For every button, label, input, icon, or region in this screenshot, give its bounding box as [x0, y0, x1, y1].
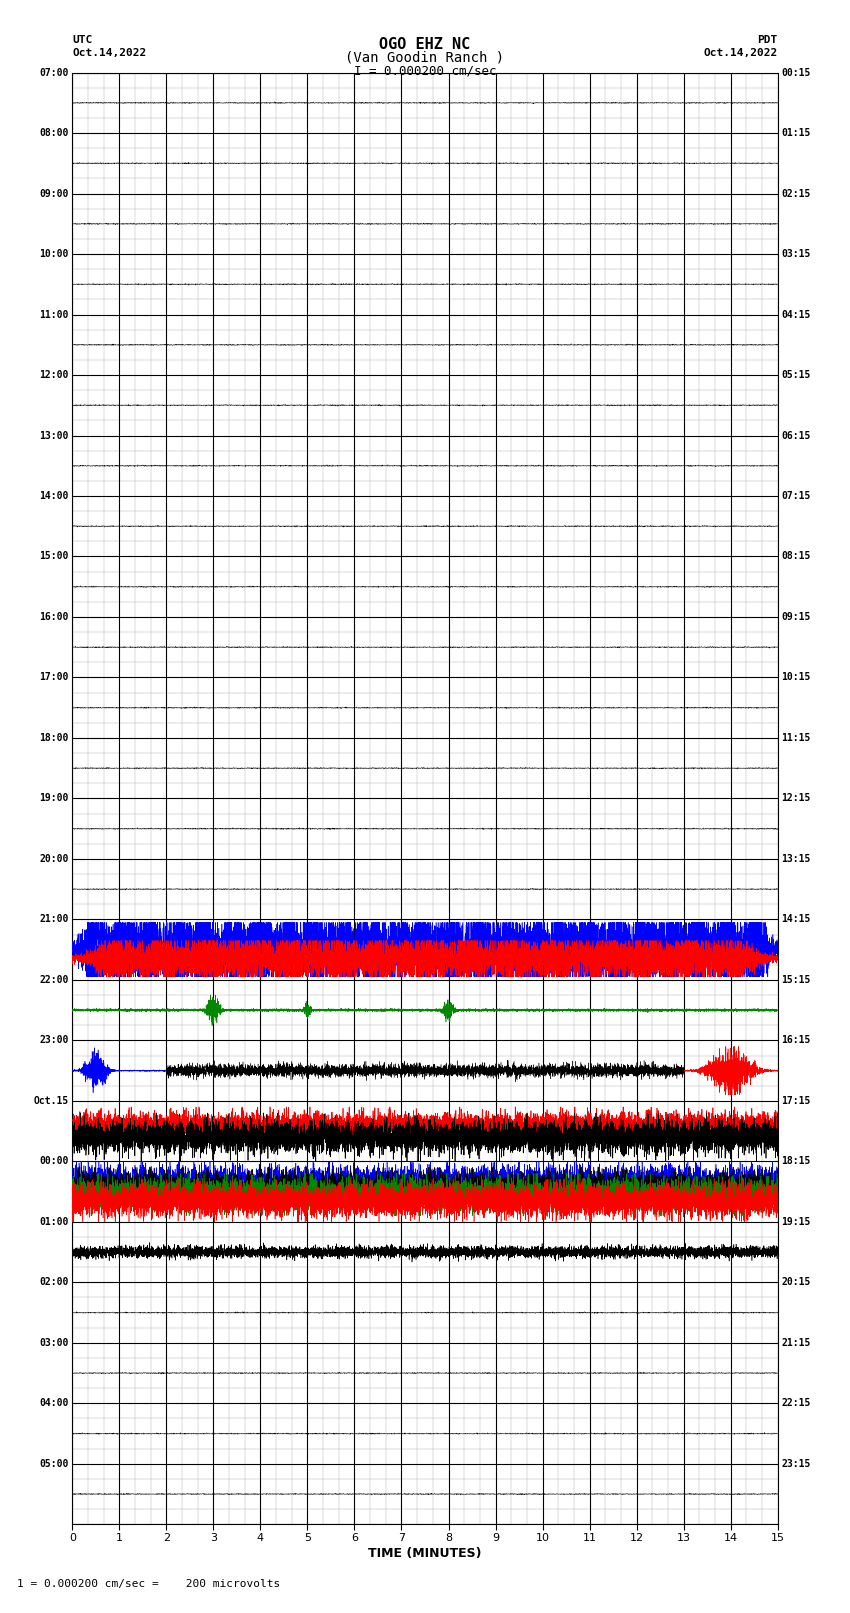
Text: 20:00: 20:00	[39, 853, 69, 865]
Text: 00:15: 00:15	[781, 68, 811, 77]
Text: 14:00: 14:00	[39, 490, 69, 502]
Text: 01:15: 01:15	[781, 127, 811, 139]
Text: Oct.14,2022: Oct.14,2022	[72, 48, 146, 58]
Text: PDT: PDT	[757, 35, 778, 45]
Text: 04:00: 04:00	[39, 1398, 69, 1408]
Text: 10:15: 10:15	[781, 673, 811, 682]
Text: 21:15: 21:15	[781, 1337, 811, 1348]
Text: 18:15: 18:15	[781, 1157, 811, 1166]
Text: 09:00: 09:00	[39, 189, 69, 198]
X-axis label: TIME (MINUTES): TIME (MINUTES)	[368, 1547, 482, 1560]
Text: 20:15: 20:15	[781, 1277, 811, 1287]
Text: Oct.15: Oct.15	[33, 1095, 69, 1107]
Text: 06:15: 06:15	[781, 431, 811, 440]
Text: 08:00: 08:00	[39, 127, 69, 139]
Text: 23:15: 23:15	[781, 1458, 811, 1469]
Text: 08:15: 08:15	[781, 552, 811, 561]
Text: 15:00: 15:00	[39, 552, 69, 561]
Text: 03:00: 03:00	[39, 1337, 69, 1348]
Text: 23:00: 23:00	[39, 1036, 69, 1045]
Text: 16:15: 16:15	[781, 1036, 811, 1045]
Text: 15:15: 15:15	[781, 974, 811, 986]
Text: 10:00: 10:00	[39, 248, 69, 260]
Text: 13:15: 13:15	[781, 853, 811, 865]
Text: 05:15: 05:15	[781, 369, 811, 381]
Text: 04:15: 04:15	[781, 310, 811, 319]
Text: 17:15: 17:15	[781, 1095, 811, 1107]
Text: 00:00: 00:00	[39, 1157, 69, 1166]
Text: 19:15: 19:15	[781, 1216, 811, 1227]
Text: 02:15: 02:15	[781, 189, 811, 198]
Text: 13:00: 13:00	[39, 431, 69, 440]
Text: 03:15: 03:15	[781, 248, 811, 260]
Text: 11:15: 11:15	[781, 732, 811, 744]
Text: 02:00: 02:00	[39, 1277, 69, 1287]
Text: Oct.14,2022: Oct.14,2022	[704, 48, 778, 58]
Text: 17:00: 17:00	[39, 673, 69, 682]
Text: 07:00: 07:00	[39, 68, 69, 77]
Text: I = 0.000200 cm/sec: I = 0.000200 cm/sec	[354, 65, 496, 77]
Text: 21:00: 21:00	[39, 915, 69, 924]
Text: 1 = 0.000200 cm/sec =    200 microvolts: 1 = 0.000200 cm/sec = 200 microvolts	[17, 1579, 280, 1589]
Text: 14:15: 14:15	[781, 915, 811, 924]
Text: 22:00: 22:00	[39, 974, 69, 986]
Text: 09:15: 09:15	[781, 611, 811, 623]
Text: 22:15: 22:15	[781, 1398, 811, 1408]
Text: 05:00: 05:00	[39, 1458, 69, 1469]
Text: 11:00: 11:00	[39, 310, 69, 319]
Text: 01:00: 01:00	[39, 1216, 69, 1227]
Text: (Van Goodin Ranch ): (Van Goodin Ranch )	[345, 50, 505, 65]
Text: 18:00: 18:00	[39, 732, 69, 744]
Text: 12:00: 12:00	[39, 369, 69, 381]
Text: 16:00: 16:00	[39, 611, 69, 623]
Text: UTC: UTC	[72, 35, 93, 45]
Text: OGO EHZ NC: OGO EHZ NC	[379, 37, 471, 52]
Text: 07:15: 07:15	[781, 490, 811, 502]
Text: 19:00: 19:00	[39, 794, 69, 803]
Text: 12:15: 12:15	[781, 794, 811, 803]
